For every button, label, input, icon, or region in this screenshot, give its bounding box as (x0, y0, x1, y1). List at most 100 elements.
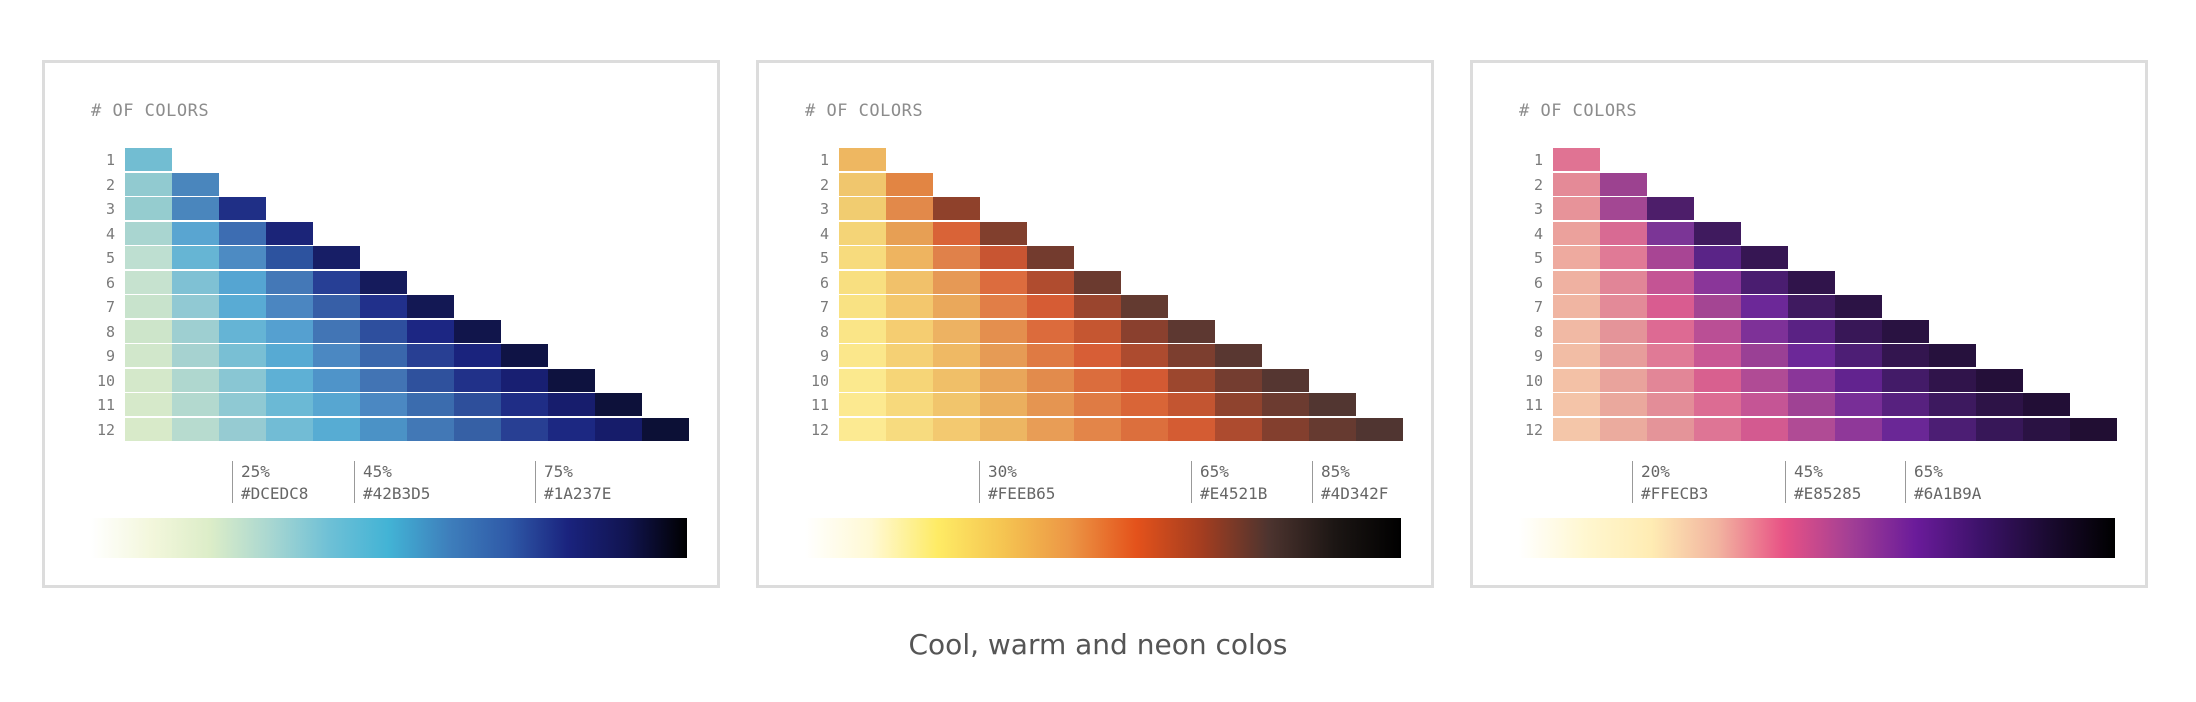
color-swatch (1600, 197, 1647, 220)
color-swatch (172, 246, 219, 269)
row-label: 4 (819, 224, 829, 243)
color-swatch (501, 344, 548, 367)
color-swatch (1215, 393, 1262, 416)
color-swatch (266, 221, 313, 245)
color-swatch (125, 172, 172, 196)
color-swatch (1835, 368, 1882, 392)
color-swatch (125, 197, 172, 220)
color-swatch (219, 368, 266, 392)
stop-hex: #DCEDC8 (241, 484, 309, 503)
color-swatch (1553, 295, 1600, 318)
color-swatch (407, 344, 454, 367)
row-label: 5 (1533, 249, 1543, 267)
color-swatch (313, 319, 360, 343)
color-swatch (1027, 295, 1074, 318)
color-swatch (266, 417, 313, 441)
color-swatch (1647, 368, 1694, 392)
row-label: 8 (105, 322, 115, 341)
color-swatch (1262, 368, 1309, 392)
color-swatch (933, 221, 980, 245)
color-swatch (313, 344, 360, 367)
color-swatch (1553, 368, 1600, 392)
stop-percent: 85% (1321, 462, 1350, 481)
color-swatch (2023, 393, 2070, 416)
color-swatch (1741, 295, 1788, 318)
color-swatch (1121, 368, 1168, 392)
color-swatch (1741, 319, 1788, 343)
color-swatch (313, 295, 360, 318)
stop-percent: 30% (988, 462, 1017, 481)
color-swatch (1647, 417, 1694, 441)
color-swatch (266, 393, 313, 416)
color-swatch (454, 319, 501, 343)
color-swatch (1882, 417, 1929, 441)
color-swatch (548, 417, 595, 441)
color-swatch (1553, 319, 1600, 343)
color-swatch (1027, 417, 1074, 441)
color-swatch (125, 417, 172, 441)
color-swatch (1694, 270, 1741, 294)
color-swatch (1600, 417, 1647, 441)
color-swatch (1788, 393, 1835, 416)
color-swatch (1741, 368, 1788, 392)
color-swatch (125, 295, 172, 318)
color-swatch (501, 417, 548, 441)
color-swatch (219, 246, 266, 269)
stop-label: 45% #E85285 (1785, 461, 1861, 503)
color-swatch (886, 417, 933, 441)
stop-percent: 75% (544, 462, 573, 481)
color-swatch (1741, 344, 1788, 367)
gradient-ramp (805, 518, 1401, 558)
color-swatch (125, 246, 172, 269)
color-swatch (839, 246, 886, 269)
color-swatch (1788, 368, 1835, 392)
row-label: 6 (1533, 273, 1543, 292)
color-swatch (1027, 319, 1074, 343)
color-swatch (1168, 368, 1215, 392)
color-swatch (839, 344, 886, 367)
stop-hex: #4D342F (1321, 484, 1389, 503)
stop-hex: #FEEB65 (988, 484, 1056, 503)
color-swatch (1553, 270, 1600, 294)
panel-heading: # OF COLORS (91, 101, 210, 121)
color-swatch (266, 344, 313, 367)
color-swatch (1600, 368, 1647, 392)
row-label: 5 (819, 249, 829, 267)
color-swatch (1647, 221, 1694, 245)
color-swatch (266, 270, 313, 294)
color-swatch (642, 417, 689, 441)
color-swatch (839, 221, 886, 245)
color-swatch (933, 417, 980, 441)
color-swatch (1835, 344, 1882, 367)
panel-warm: # OF COLORS 1 2 3 4 5 6 7 8 9 10 11 12 30% #FEEB65 … (756, 60, 1434, 588)
row-label: 2 (1533, 175, 1543, 194)
color-swatch (313, 368, 360, 392)
stop-label: 65% #6A1B9A (1905, 461, 1981, 503)
row-label: 12 (810, 420, 829, 439)
color-swatch (980, 221, 1027, 245)
stop-label: 85% #4D342F (1312, 461, 1388, 503)
color-swatch (313, 393, 360, 416)
color-swatch (1600, 246, 1647, 269)
color-swatch (595, 393, 642, 416)
color-swatch (1976, 368, 2023, 392)
color-swatch (839, 393, 886, 416)
color-swatch (839, 197, 886, 220)
row-label: 1 (819, 151, 829, 169)
row-label: 4 (105, 224, 115, 243)
color-swatch (125, 393, 172, 416)
stop-hex: #FFECB3 (1641, 484, 1709, 503)
stop-percent: 45% (1794, 462, 1823, 481)
color-swatch (172, 344, 219, 367)
color-swatch (219, 197, 266, 220)
color-swatch (219, 344, 266, 367)
color-swatch (266, 368, 313, 392)
color-swatch (886, 393, 933, 416)
color-swatch (839, 295, 886, 318)
color-swatch (1168, 319, 1215, 343)
color-swatch (980, 295, 1027, 318)
stop-label: 75% #1A237E (535, 461, 611, 503)
color-swatch (1694, 319, 1741, 343)
color-swatch (933, 319, 980, 343)
color-swatch (125, 270, 172, 294)
